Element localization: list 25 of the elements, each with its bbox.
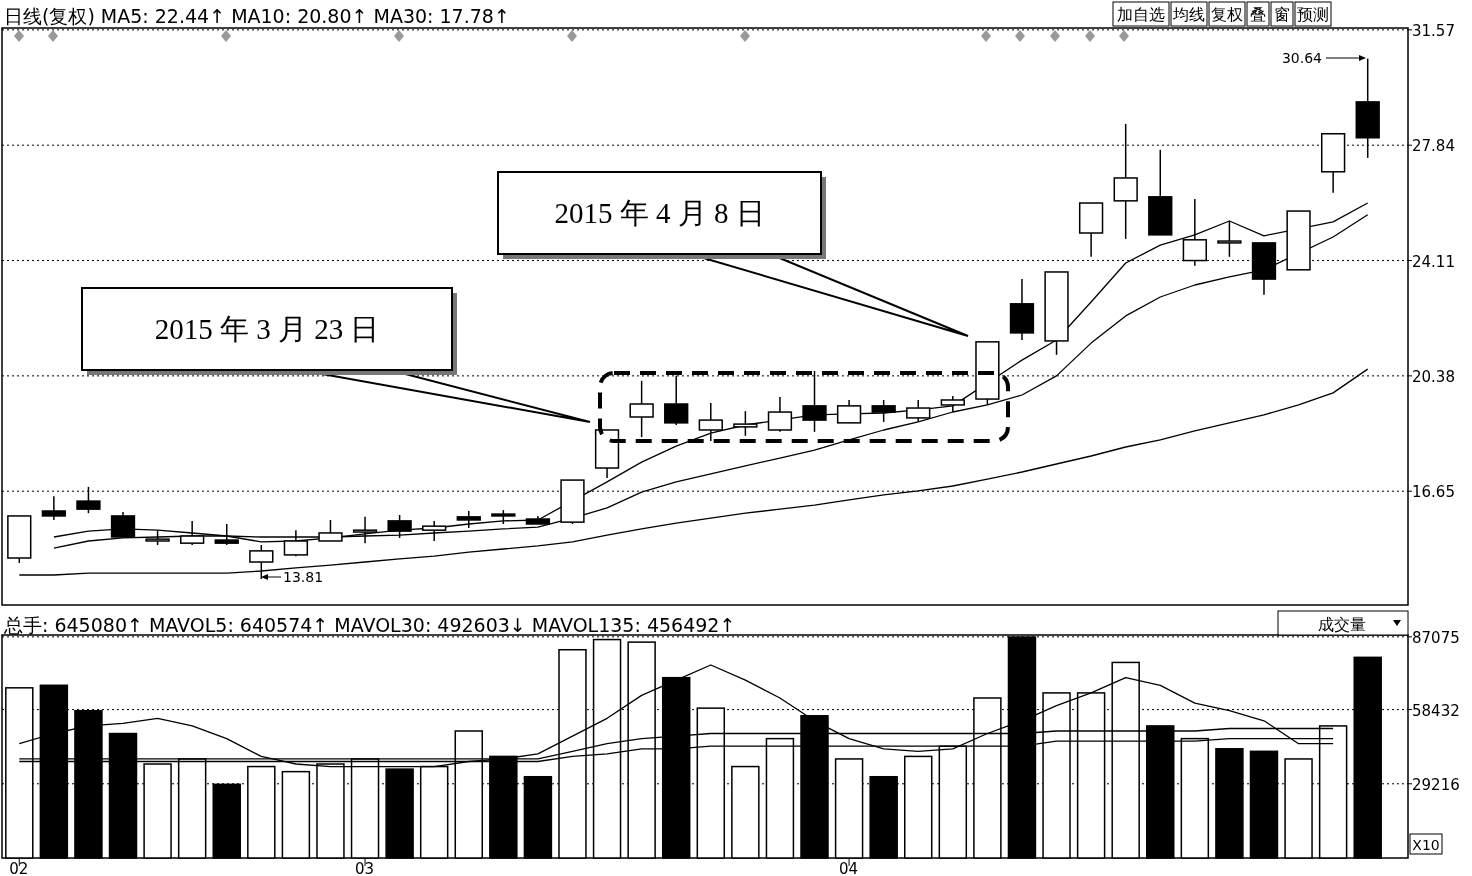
x-tick-label: 02 <box>9 860 29 876</box>
text: 加自选 <box>1117 5 1165 24</box>
text: X10 <box>1412 837 1440 853</box>
text: 复权 <box>1211 5 1243 24</box>
chart-title: 日线(复权) MA5: 22.44↑ MA10: 20.80↑ MA30: 17.78↑ <box>4 5 510 27</box>
y-tick-label: 31.57 <box>1412 21 1455 40</box>
annotation: 30.64 <box>1281 50 1323 66</box>
text: 成交量 <box>1318 615 1366 634</box>
annotation: 2015 年 3 月 23 日 <box>154 313 380 345</box>
x-tick-label: 04 <box>839 860 859 876</box>
annotation: 13.81 <box>283 569 324 585</box>
annotation: 2015 年 4 月 8 日 <box>554 197 765 229</box>
y-tick-label: 16.65 <box>1412 483 1455 502</box>
y-tick-label: 24.11 <box>1412 252 1455 271</box>
x-tick-label: 03 <box>355 860 375 876</box>
y-tick-label: 58432 <box>1412 701 1460 720</box>
text: 预测 <box>1297 5 1329 24</box>
text: 均线 <box>1172 5 1205 24</box>
y-tick-label: 27.84 <box>1412 137 1455 156</box>
text: 窗 <box>1274 5 1290 24</box>
chart-title: 总手: 645080↑ MAVOL5: 640574↑ MAVOL30: 492603↓ MAVOL135: 456492↑ <box>3 614 736 636</box>
text: 叠 <box>1250 5 1266 24</box>
y-tick-label: 87075 <box>1412 628 1460 647</box>
y-tick-label: 29216 <box>1412 775 1460 794</box>
y-tick-label: 20.38 <box>1412 367 1455 386</box>
